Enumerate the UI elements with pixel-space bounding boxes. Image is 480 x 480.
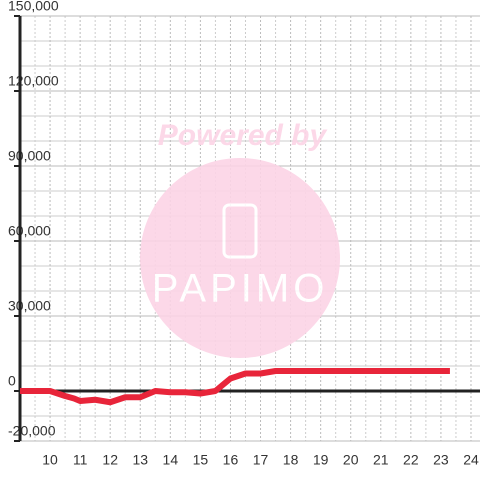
x-tick-label: 11 xyxy=(73,452,88,468)
x-tick-label: 16 xyxy=(223,452,239,468)
x-tick-label: 21 xyxy=(373,452,389,468)
series-line xyxy=(20,368,450,406)
x-tick-label: 19 xyxy=(313,452,329,468)
x-tick-label: 22 xyxy=(403,452,419,468)
y-tick-label: 0 xyxy=(8,373,16,389)
y-tick-label: 90,000 xyxy=(8,148,51,164)
watermark-phone xyxy=(222,203,258,259)
x-tick-label: 20 xyxy=(343,452,359,468)
x-tick-label: 13 xyxy=(132,452,148,468)
x-tick-label: 10 xyxy=(42,452,58,468)
y-tick-label: 120,000 xyxy=(8,73,59,89)
x-tick-label: 24 xyxy=(463,452,479,468)
y-tick-label: 150,000 xyxy=(8,0,59,14)
watermark-text: Powered by xyxy=(158,119,328,152)
y-tick-label: 60,000 xyxy=(8,223,51,239)
x-tick-label: 15 xyxy=(193,452,209,468)
x-tick-label: 14 xyxy=(163,452,179,468)
watermark-logo: PAPIMO xyxy=(152,267,329,311)
watermark: Powered by PAPIMO xyxy=(140,119,340,358)
x-tick-label: 17 xyxy=(253,452,269,468)
y-tick-label: -20,000 xyxy=(8,423,56,439)
y-tick-label: 30,000 xyxy=(8,298,51,314)
x-tick-label: 18 xyxy=(283,452,299,468)
x-tick-label: 12 xyxy=(102,452,118,468)
x-tick-label: 23 xyxy=(433,452,449,468)
